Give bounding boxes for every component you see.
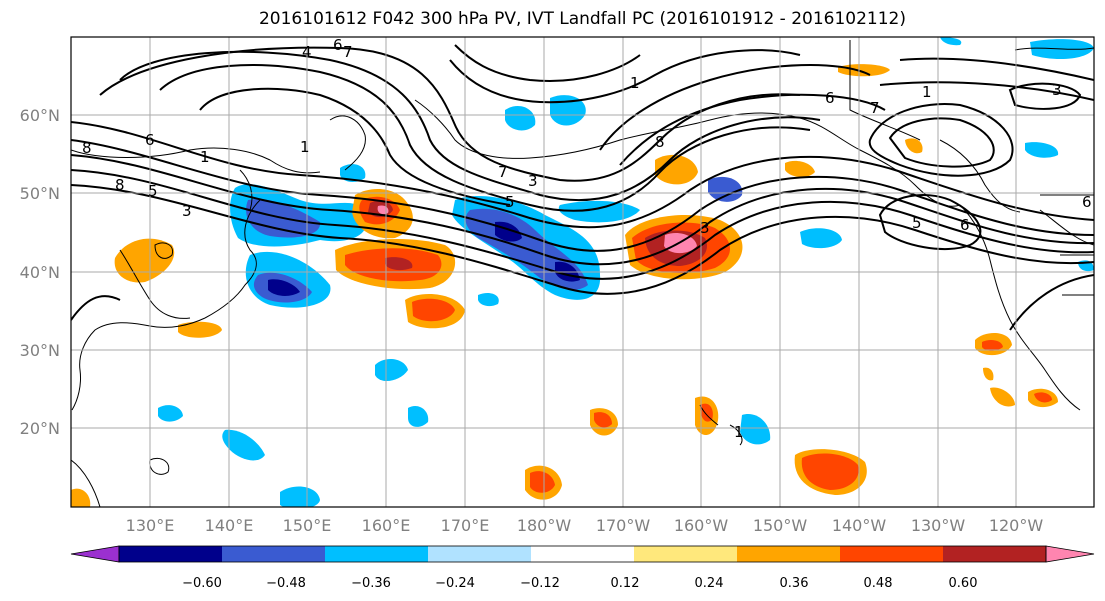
contour-label: 7 xyxy=(498,163,508,181)
lat-label: 50°N xyxy=(20,184,60,203)
colorbar-tick-labels: −0.60 −0.48 −0.36 −0.24 −0.12 0.12 0.24 … xyxy=(182,576,977,591)
lat-label: 60°N xyxy=(20,106,60,125)
lat-label: 30°N xyxy=(20,341,60,360)
lon-label: 140°E xyxy=(205,516,254,535)
longitude-labels: 130°E 140°E 150°E 160°E 170°E 180°W 170°… xyxy=(126,516,1044,535)
map-plot-area: 6 4 7 1 8 6 5 8 1 7 3 5 3 8 1 3 6 7 5 6 … xyxy=(71,36,1094,507)
lon-label: 180°W xyxy=(517,516,572,535)
contour-label: 3 xyxy=(182,202,192,220)
contour-label: 3 xyxy=(528,172,538,190)
colorbar-segment xyxy=(943,546,1047,562)
contour-label: 8 xyxy=(115,176,125,194)
contour-label: 7 xyxy=(343,43,353,61)
colorbar-tick-label: −0.48 xyxy=(266,576,306,591)
lon-label: 160°E xyxy=(362,516,411,535)
contour-label: 6 xyxy=(333,36,343,54)
lon-label: 170°W xyxy=(596,516,651,535)
contour-label: 5 xyxy=(912,214,922,232)
contour-label: 8 xyxy=(655,133,665,151)
contour-label: 5 xyxy=(148,182,158,200)
colorbar-extension-low xyxy=(70,545,120,563)
lon-label: 120°W xyxy=(989,516,1044,535)
contour-label: 1 xyxy=(200,148,210,166)
colorbar-tick-label: −0.36 xyxy=(351,576,391,591)
colorbar-segment xyxy=(428,546,532,562)
colorbar-segment xyxy=(325,546,429,562)
contour-label: 3 xyxy=(700,219,710,237)
contour-label: 6 xyxy=(825,89,835,107)
colorbar-extension-high xyxy=(1045,545,1095,563)
colorbar-tick-label: 0.60 xyxy=(949,576,978,591)
lat-label: 40°N xyxy=(20,263,60,282)
contour-label: 6 xyxy=(1082,193,1092,211)
contour-labels: 6 4 7 1 8 6 5 8 1 7 3 5 3 8 1 3 6 7 5 6 … xyxy=(82,36,1092,441)
pv-anomaly-shading xyxy=(71,37,1094,507)
latitude-labels: 60°N 50°N 40°N 30°N 20°N xyxy=(20,106,60,438)
contour-label: 7 xyxy=(870,99,880,117)
contour-label: 1 xyxy=(922,83,932,101)
colorbar-segment xyxy=(840,546,944,562)
colorbar-segment xyxy=(634,546,738,562)
lon-label: 150°E xyxy=(283,516,332,535)
contour-label: 1 xyxy=(734,423,744,441)
map-frame xyxy=(70,36,1095,508)
lon-label: 130°E xyxy=(126,516,175,535)
colorbar-tick-label: 0.24 xyxy=(695,576,724,591)
colorbar-tick-label: −0.60 xyxy=(182,576,222,591)
lat-label: 20°N xyxy=(20,419,60,438)
colorbar-segment xyxy=(737,546,841,562)
lon-label: 170°E xyxy=(441,516,490,535)
colorbar-outline xyxy=(118,545,1047,563)
grid-lines xyxy=(71,37,1094,507)
contour-label: 3 xyxy=(1052,81,1062,99)
colorbar-tick-label: −0.24 xyxy=(435,576,475,591)
colorbar-tick-label: 0.48 xyxy=(864,576,893,591)
colorbar-segment xyxy=(531,546,635,562)
contour-label: 8 xyxy=(82,139,92,157)
contour-label: 6 xyxy=(960,216,970,234)
lon-label: 130°W xyxy=(911,516,966,535)
colorbar xyxy=(70,545,1095,563)
colorbar-tick-label: 0.36 xyxy=(780,576,809,591)
contour-label: 4 xyxy=(302,43,312,61)
lon-label: 150°W xyxy=(753,516,808,535)
contour-label: 5 xyxy=(505,193,515,211)
colorbar-segment xyxy=(119,546,223,562)
contour-label: 6 xyxy=(145,131,155,149)
colorbar-tick-label: 0.12 xyxy=(611,576,640,591)
contour-label: 1 xyxy=(630,74,640,92)
negative-anomaly-region xyxy=(158,37,1094,507)
colorbar-segment xyxy=(222,546,326,562)
colorbar-tick-label: −0.12 xyxy=(520,576,560,591)
contour-label: 1 xyxy=(300,138,310,156)
lon-label: 160°W xyxy=(674,516,729,535)
lon-label: 140°W xyxy=(832,516,887,535)
map-title: 2016101612 F042 300 hPa PV, IVT Landfall… xyxy=(258,9,906,29)
